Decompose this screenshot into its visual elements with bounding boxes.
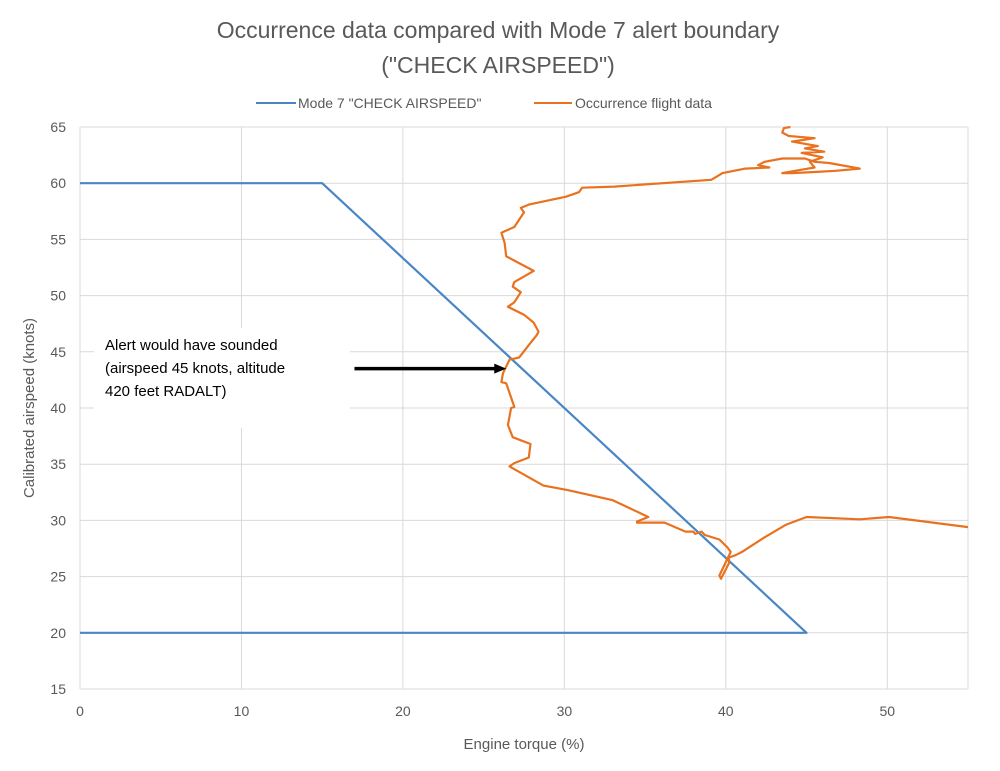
legend-label-occurrence: Occurrence flight data: [575, 95, 712, 111]
y-tick-label: 15: [50, 681, 66, 697]
x-tick-label: 50: [879, 703, 895, 719]
tick-labels: 15 20 25 30 35 40 45 50 55 60 65 0 10 20 30 40 50: [50, 119, 895, 719]
series-line-occurrence: [500, 125, 969, 580]
annotation-arrow-head-icon: [494, 363, 507, 374]
y-tick-label: 45: [50, 344, 66, 360]
x-tick-label: 20: [395, 703, 411, 719]
annotation-box: [94, 328, 350, 428]
y-tick-label: 30: [50, 512, 66, 528]
series: [80, 125, 969, 634]
y-tick-label: 20: [50, 625, 66, 641]
y-axis-label: Calibrated airspeed (knots): [21, 318, 38, 498]
annotation: Alert would have sounded (airspeed 45 kn…: [94, 328, 507, 428]
x-tick-label: 0: [76, 703, 84, 719]
x-tick-label: 30: [557, 703, 573, 719]
chart-title-line-2: ("CHECK AIRSPEED"): [381, 52, 615, 78]
y-tick-label: 25: [50, 569, 66, 585]
y-tick-label: 65: [50, 119, 66, 135]
series-line-mode7: [80, 182, 808, 634]
x-tick-label: 10: [234, 703, 250, 719]
y-tick-label: 55: [50, 231, 66, 247]
y-tick-label: 35: [50, 456, 66, 472]
x-tick-label: 40: [718, 703, 734, 719]
annotation-line-2: (airspeed 45 knots, altitude: [105, 360, 285, 377]
x-axis-label: Engine torque (%): [464, 736, 585, 753]
chart-title-line-1: Occurrence data compared with Mode 7 ale…: [217, 17, 780, 43]
annotation-line-3: 420 feet RADALT): [105, 383, 226, 400]
legend: Mode 7 "CHECK AIRSPEED" Occurrence fligh…: [256, 95, 712, 111]
y-tick-label: 60: [50, 175, 66, 191]
y-tick-label: 50: [50, 288, 66, 304]
legend-label-mode7: Mode 7 "CHECK AIRSPEED": [298, 95, 481, 111]
annotation-line-1: Alert would have sounded: [105, 337, 278, 354]
y-tick-label: 40: [50, 400, 66, 416]
